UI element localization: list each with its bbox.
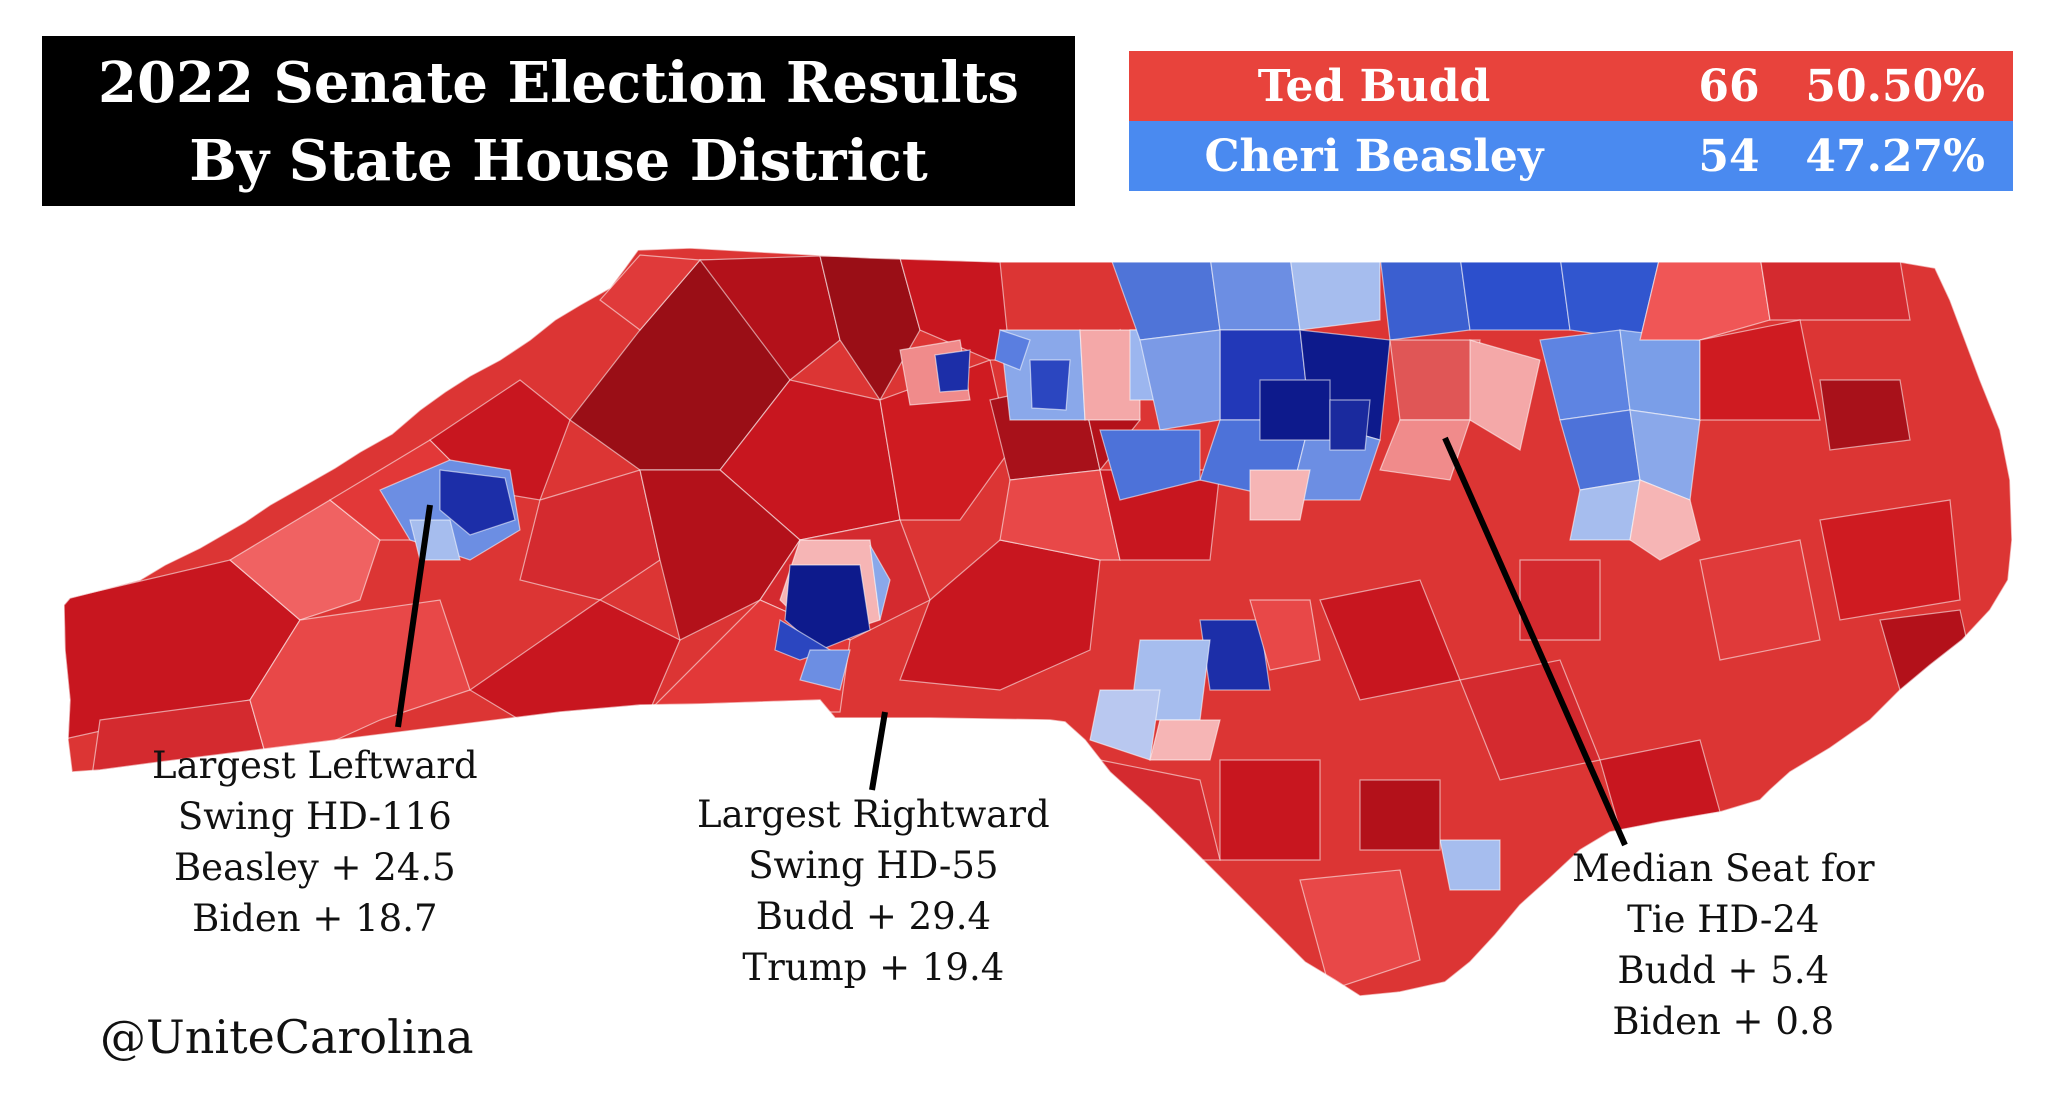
callout-line: Budd + 5.4: [1617, 949, 1830, 992]
callout-line: Trump + 19.4: [742, 946, 1005, 989]
candidate-name: Ted Budd: [1257, 61, 1491, 112]
title-banner: 2022 Senate Election Results By State Ho…: [42, 36, 1075, 206]
callout-line: Beasley + 24.5: [173, 846, 456, 889]
callout-leftward-swing: Largest Leftward Swing HD-116 Beasley + …: [152, 740, 478, 944]
credit-handle: @UniteCarolina: [100, 1010, 474, 1064]
callout-line: Biden + 18.7: [192, 897, 438, 940]
callout-line: Tie HD-24: [1627, 898, 1820, 941]
leftward-pointer-line: [395, 504, 433, 728]
seat-count: 66: [1698, 61, 1760, 112]
title-line-2: By State House District: [189, 128, 928, 194]
callout-line: Largest Leftward: [152, 744, 478, 787]
results-table: Ted Budd 66 50.50% Cheri Beasley 54 47.2…: [1129, 51, 2013, 191]
callout-median-seat: Median Seat for Tie HD-24 Budd + 5.4 Bid…: [1572, 843, 1875, 1047]
candidate-name: Cheri Beasley: [1204, 131, 1544, 182]
callout-line: Largest Rightward: [697, 793, 1050, 836]
callout-line: Swing HD-55: [748, 844, 999, 887]
seat-count: 54: [1698, 131, 1760, 182]
median-pointer-line: [1442, 436, 1628, 847]
result-row-beasley: Cheri Beasley 54 47.27%: [1129, 121, 2013, 191]
callout-line: Biden + 0.8: [1612, 1000, 1835, 1043]
rightward-pointer-line: [869, 711, 888, 791]
callout-rightward-swing: Largest Rightward Swing HD-55 Budd + 29.…: [697, 789, 1050, 993]
callout-line: Budd + 29.4: [755, 895, 991, 938]
callout-line: Swing HD-116: [177, 795, 452, 838]
vote-percent: 50.50%: [1805, 61, 1985, 112]
title-line-1: 2022 Senate Election Results: [98, 50, 1019, 116]
vote-percent: 47.27%: [1805, 131, 1985, 182]
callout-line: Median Seat for: [1572, 847, 1875, 890]
result-row-budd: Ted Budd 66 50.50%: [1129, 51, 2013, 121]
